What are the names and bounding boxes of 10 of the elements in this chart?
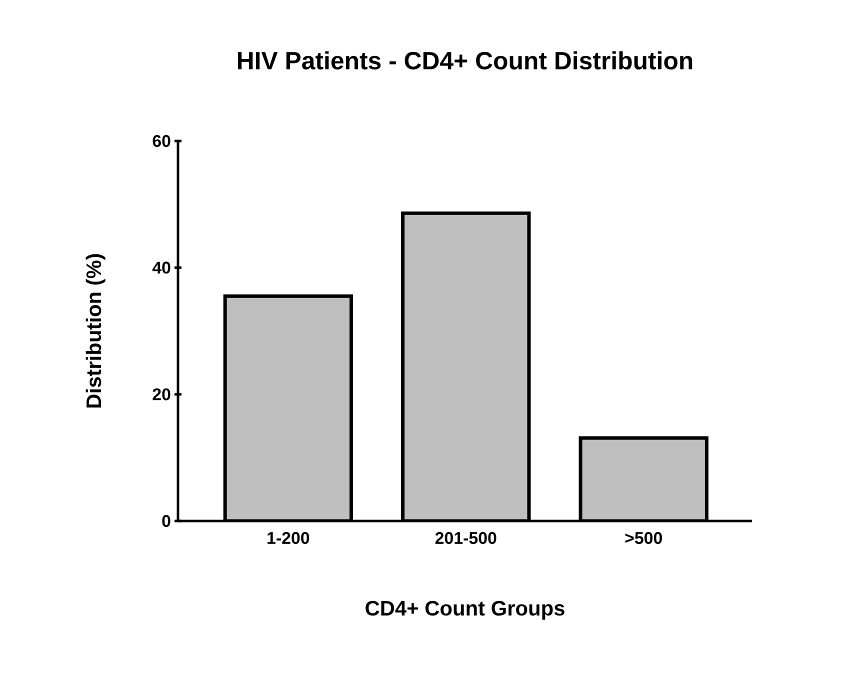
y-axis-title: Distribution (%) xyxy=(86,254,106,408)
chart-title: HIV Patients - CD4+ Count Distribution xyxy=(238,51,692,70)
x-axis-title: CD4+ Count Groups xyxy=(366,600,564,620)
x-tick-label: >500 xyxy=(625,532,662,544)
x-tick-label: 201-500 xyxy=(435,532,496,544)
y-tick-label: 60 xyxy=(152,134,170,147)
y-tick-label: 20 xyxy=(152,388,170,400)
y-tick-label: 40 xyxy=(152,262,170,274)
x-tick-label: 1-200 xyxy=(268,532,310,544)
y-tick-label: 0 xyxy=(162,514,170,527)
